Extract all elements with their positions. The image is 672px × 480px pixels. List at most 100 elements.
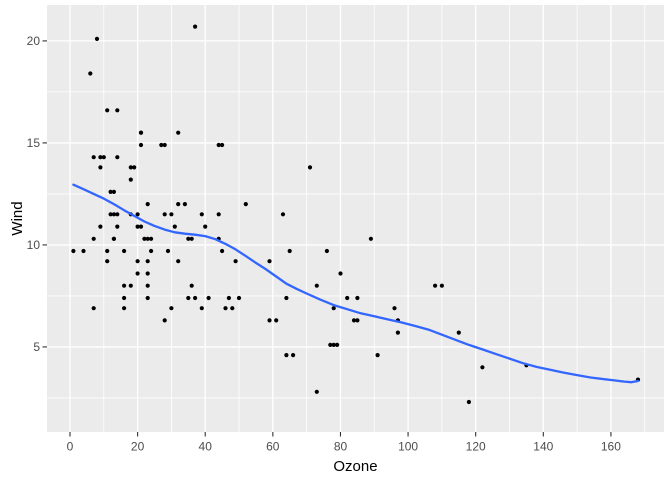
data-point (145, 295, 150, 301)
data-point (138, 142, 144, 148)
data-point (233, 259, 238, 264)
data-point (115, 212, 120, 217)
data-point (98, 224, 103, 229)
data-point (145, 202, 150, 207)
data-point (122, 306, 127, 311)
axis-tick-marks (42, 40, 612, 437)
data-point (169, 212, 174, 217)
data-point (88, 71, 93, 76)
y-tick-label: 15 (27, 136, 41, 150)
data-point (182, 202, 187, 207)
data-point (466, 399, 471, 405)
data-point (193, 24, 198, 29)
x-tick-label: 20 (131, 440, 145, 454)
data-point (206, 295, 211, 301)
data-point (105, 108, 110, 113)
data-point (287, 248, 292, 254)
data-point (105, 248, 110, 254)
data-point (216, 212, 221, 217)
data-point (91, 155, 96, 160)
data-point (135, 259, 140, 264)
data-point (345, 295, 350, 301)
data-point (115, 108, 120, 113)
data-point (135, 224, 140, 229)
data-point (149, 248, 154, 254)
data-point (314, 283, 319, 288)
plot-panel (47, 5, 664, 432)
data-point (128, 177, 133, 182)
data-point (98, 155, 103, 160)
y-tick-label: 20 (27, 34, 41, 48)
data-point (220, 142, 225, 148)
data-point (145, 283, 150, 288)
data-point (71, 248, 76, 254)
data-point (324, 248, 329, 254)
data-point (236, 295, 242, 301)
data-point (331, 342, 336, 347)
data-point (108, 212, 113, 217)
data-point (176, 130, 181, 135)
y-axis-title: Wind (9, 201, 26, 235)
data-point (223, 306, 228, 311)
data-point (267, 259, 272, 264)
data-point (162, 212, 167, 217)
data-point (351, 318, 357, 323)
data-point (284, 295, 289, 301)
data-point (216, 142, 221, 148)
data-point (199, 212, 204, 217)
data-point (142, 236, 147, 241)
x-tick-label: 40 (199, 440, 213, 454)
data-point (98, 165, 103, 170)
data-point (480, 365, 485, 370)
loess-smooth-line (72, 183, 640, 384)
data-point (138, 224, 144, 229)
data-point (395, 330, 400, 335)
data-point (101, 155, 106, 160)
data-point (122, 283, 127, 288)
data-point (108, 189, 113, 194)
data-point (135, 271, 140, 276)
data-point (91, 306, 96, 311)
data-point (439, 283, 444, 288)
data-point (291, 353, 296, 358)
data-point (284, 353, 289, 358)
data-point (274, 318, 279, 323)
data-point (165, 248, 171, 254)
data-point (176, 259, 181, 264)
data-point (433, 283, 438, 288)
data-point (280, 212, 286, 217)
y-tick-label: 10 (27, 238, 41, 252)
data-point (307, 165, 313, 170)
data-point (81, 248, 86, 254)
x-axis-tick-labels: 0 20 40 60 80 100 120 140 160 (67, 440, 622, 454)
x-tick-label: 80 (334, 440, 348, 454)
x-tick-label: 0 (67, 440, 74, 454)
data-point (338, 271, 343, 276)
data-point (111, 236, 116, 241)
data-point (392, 306, 397, 311)
data-point (162, 318, 167, 323)
data-point (267, 318, 272, 323)
y-tick-label: 5 (33, 340, 40, 354)
data-point (94, 36, 100, 42)
grid-minor (47, 5, 664, 432)
data-point (111, 189, 116, 194)
data-point (135, 212, 140, 217)
data-point (105, 259, 110, 264)
data-point (186, 236, 191, 241)
data-point (186, 295, 191, 301)
data-point (335, 342, 340, 347)
data-point (115, 155, 120, 160)
data-point (328, 342, 333, 347)
data-point (128, 283, 133, 288)
data-point (456, 330, 461, 335)
data-point (138, 130, 144, 135)
data-point (122, 295, 127, 301)
data-point (145, 259, 150, 264)
data-point (111, 212, 116, 217)
data-point (189, 236, 194, 241)
data-point (355, 295, 360, 301)
data-point (128, 165, 133, 170)
data-point (132, 165, 137, 170)
